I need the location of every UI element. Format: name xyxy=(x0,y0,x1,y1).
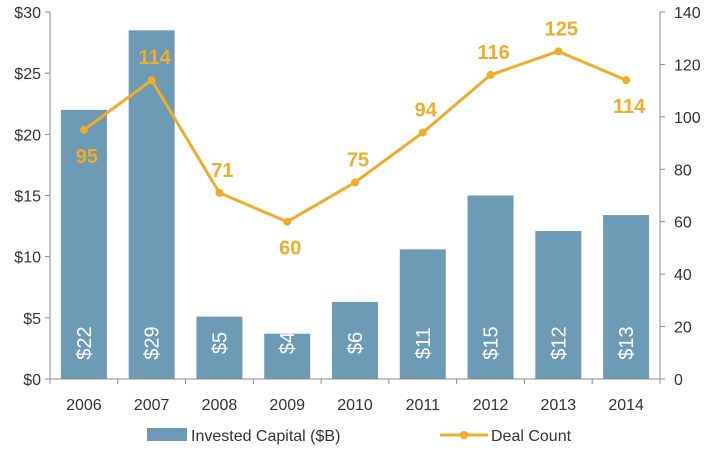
right-tick-label: 0 xyxy=(674,372,683,389)
bar-2009 xyxy=(264,333,311,379)
bar-data-label-2013: $12 xyxy=(548,326,570,359)
right-tick-label: 120 xyxy=(674,57,701,74)
bar-2007 xyxy=(128,30,175,379)
deal-count-label-2007: 114 xyxy=(139,47,172,69)
bar-data-label-2010: $6 xyxy=(345,332,367,354)
x-tick-label-2010: 2010 xyxy=(337,397,373,414)
bar-data-label-2008: $5 xyxy=(209,332,231,354)
bar-2014 xyxy=(603,215,650,379)
legend-label-invested-capital: Invested Capital ($B) xyxy=(191,428,340,445)
right-tick-label: 20 xyxy=(674,320,692,337)
bar-2006 xyxy=(60,109,107,379)
left-tick-label: $15 xyxy=(14,189,41,206)
line-layer xyxy=(79,47,631,226)
deal-count-point-2012 xyxy=(486,70,495,79)
bar-data-label-2007: $29 xyxy=(142,326,164,359)
bar-2008 xyxy=(196,316,243,379)
deal-count-point-2013 xyxy=(554,47,563,56)
x-tick-label-2014: 2014 xyxy=(608,397,644,414)
bar-data-label-2009: $4 xyxy=(277,332,299,354)
left-tick-label: $20 xyxy=(14,127,41,144)
deal-count-label-2013: 125 xyxy=(545,18,578,40)
left-tick-label: $30 xyxy=(14,5,41,22)
left-tick-label: $5 xyxy=(23,311,41,328)
bar-data-label-2006: $22 xyxy=(74,326,96,359)
axes-layer: $0 $5 $10 $15 $20 $25 $30 0 20 40 60 80 100 120 140 200… xyxy=(14,5,701,414)
legend-swatch-invested-capital xyxy=(147,428,187,441)
deal-count-label-2008: 71 xyxy=(211,160,233,182)
deal-count-point-2009 xyxy=(283,217,292,226)
x-tick-label-2011: 2011 xyxy=(406,397,441,414)
bar-data-label-2014: $13 xyxy=(616,326,638,359)
legend-marker-deal-count xyxy=(460,431,468,439)
deal-count-point-2011 xyxy=(418,128,427,137)
bar-data-label-2012: $15 xyxy=(481,326,503,359)
legend-label-deal-count: Deal Count xyxy=(491,428,572,445)
deal-count-label-2010: 75 xyxy=(347,149,369,171)
deal-count-label-2006: 95 xyxy=(76,146,98,168)
bar-data-label-2011: $11 xyxy=(413,327,435,359)
deal-count-point-2006 xyxy=(79,125,88,134)
left-tick-label: $25 xyxy=(14,66,41,83)
bar-2011 xyxy=(399,249,446,379)
deal-count-label-2012: 116 xyxy=(477,42,509,64)
deal-count-label-2009: 60 xyxy=(279,238,301,260)
x-tick-label-2007: 2007 xyxy=(134,397,170,414)
right-tick-label: 80 xyxy=(674,162,692,179)
bar-2012 xyxy=(467,195,514,379)
x-tick-label-2008: 2008 xyxy=(202,397,238,414)
deal-count-label-2011: 94 xyxy=(415,100,438,122)
bar-2013 xyxy=(535,230,582,379)
x-tick-label-2006: 2006 xyxy=(66,397,102,414)
x-tick-label-2012: 2012 xyxy=(473,397,509,414)
labels-layer: $22 $29 $5 $4 $6 $11 $15 $12 $13 95 114 71 60 75 94 116… xyxy=(74,18,646,359)
deal-count-point-2014 xyxy=(622,76,631,85)
bar-2010 xyxy=(332,301,378,379)
deal-count-point-2010 xyxy=(351,178,359,187)
right-tick-label: 60 xyxy=(674,215,692,232)
legend: Invested Capital ($B) Deal Count xyxy=(147,428,572,445)
right-tick-label: 140 xyxy=(674,5,701,22)
bars-layer xyxy=(60,30,650,379)
left-tick-label: $0 xyxy=(23,372,41,389)
x-tick-label-2009: 2009 xyxy=(269,397,305,414)
deal-count-label-2014: 114 xyxy=(613,96,646,118)
right-tick-label: 100 xyxy=(674,110,701,127)
left-tick-label: $10 xyxy=(14,250,41,267)
right-tick-label: 40 xyxy=(674,267,692,284)
x-tick-label-2013: 2013 xyxy=(541,397,577,414)
deal-count-point-2008 xyxy=(215,188,224,197)
deal-count-point-2007 xyxy=(147,76,156,85)
